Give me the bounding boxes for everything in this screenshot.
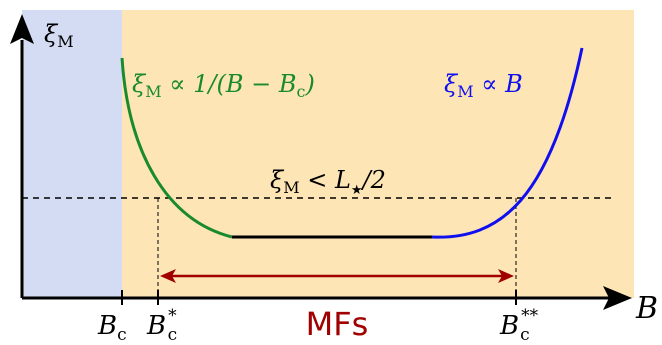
low-field-region — [22, 10, 122, 298]
threshold-formula: ξM < L★/2 — [270, 166, 386, 198]
green-curve — [120, 57, 233, 239]
mfs-right-arrowhead — [498, 269, 514, 283]
high-field-region — [122, 10, 634, 298]
mfs-left-arrowhead — [160, 269, 176, 283]
y-axis-label: ξM — [44, 20, 74, 51]
x-axis-label: B — [635, 291, 658, 326]
y-axis-arrowhead — [10, 14, 34, 44]
tick-label-bc-double-star: B ** c — [499, 306, 539, 345]
tick-label-bc-star: B * c — [146, 306, 177, 345]
tick-label-bc: Bc — [97, 311, 127, 345]
blue-curve — [431, 47, 584, 239]
x-axis-arrowhead — [603, 286, 632, 310]
mfs-label: MFs — [306, 305, 369, 343]
green-curve-formula: ξM ∝ 1/(B − Bc) — [132, 70, 315, 101]
blue-curve-formula: ξM ∝ B — [444, 70, 523, 101]
